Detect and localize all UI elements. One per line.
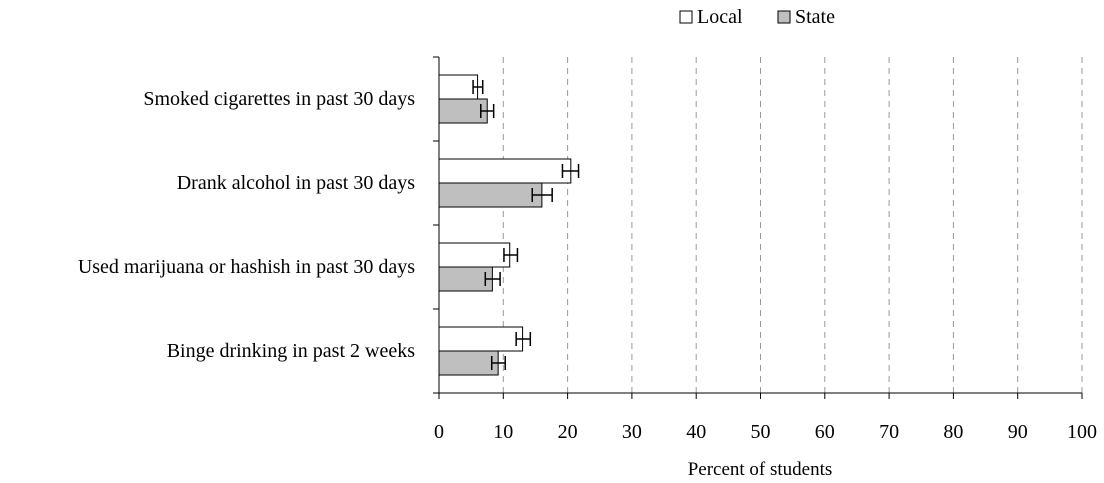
bars xyxy=(438,74,572,376)
axes xyxy=(433,56,1083,399)
x-tick-label: 80 xyxy=(943,421,963,443)
category-label: Smoked cigarettes in past 30 days xyxy=(143,88,415,110)
legend-label: State xyxy=(795,6,835,28)
x-tick-label: 20 xyxy=(558,421,578,443)
x-tick-label: 0 xyxy=(434,421,444,443)
x-tick-label: 100 xyxy=(1067,421,1097,443)
bar-state xyxy=(438,182,543,208)
bar-state xyxy=(438,98,488,124)
category-labels: Smoked cigarettes in past 30 days Drank a… xyxy=(78,88,415,362)
error-bars xyxy=(472,80,580,370)
x-tick-label: 70 xyxy=(879,421,899,443)
x-tick-label: 30 xyxy=(622,421,642,443)
category-label: Binge drinking in past 2 weeks xyxy=(167,340,416,362)
bar-local xyxy=(438,158,572,184)
x-tick-label: 50 xyxy=(751,421,771,443)
bar-state xyxy=(438,266,493,292)
category-label: Used marijuana or hashish in past 30 day… xyxy=(78,256,415,278)
x-tick-label: 10 xyxy=(493,421,513,443)
category-label: Drank alcohol in past 30 days xyxy=(177,172,415,194)
bar-local xyxy=(438,242,511,268)
bar-local xyxy=(438,74,479,100)
x-tick-label: 40 xyxy=(686,421,706,443)
x-axis-label: Percent of students xyxy=(688,459,833,480)
legend-label: Local xyxy=(697,6,743,28)
x-tick-label: 90 xyxy=(1008,421,1028,443)
legend-swatch-state xyxy=(777,10,791,24)
legend: Local State xyxy=(679,6,835,28)
x-tick-labels: 0 10 20 30 40 50 60 70 80 90 100 xyxy=(434,421,1097,443)
bar-local xyxy=(438,326,524,352)
x-tick-label: 60 xyxy=(815,421,835,443)
gridlines xyxy=(502,57,1083,393)
legend-swatch-local xyxy=(679,10,693,24)
bar-state xyxy=(438,350,499,376)
